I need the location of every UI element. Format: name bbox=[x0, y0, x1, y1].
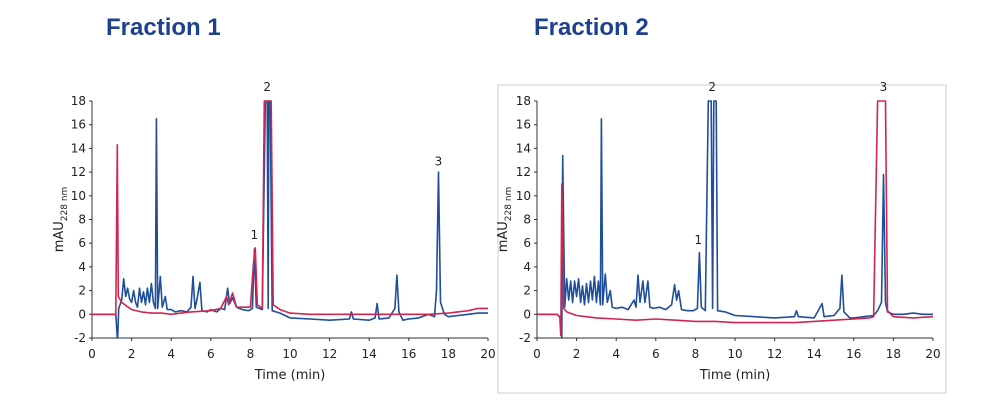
y-tick-label: 4 bbox=[78, 260, 86, 274]
y-axis-label-main: mAU bbox=[496, 221, 511, 252]
y-tick-label: -2 bbox=[74, 331, 86, 345]
x-tick-label: 14 bbox=[807, 347, 822, 361]
x-tick-label: 4 bbox=[167, 347, 175, 361]
x-tick-label: 16 bbox=[846, 347, 861, 361]
y-tick-label: -2 bbox=[519, 331, 531, 345]
series-line-red bbox=[92, 100, 488, 316]
x-tick-label: 16 bbox=[401, 347, 416, 361]
y-tick-label: 16 bbox=[71, 118, 86, 132]
y-tick-label: 8 bbox=[523, 213, 531, 227]
peak-label: 1 bbox=[251, 228, 259, 242]
x-tick-label: 18 bbox=[441, 347, 456, 361]
x-tick-label: 20 bbox=[480, 347, 495, 361]
x-axis-label: Time (min) bbox=[254, 368, 326, 383]
x-tick-label: 6 bbox=[207, 347, 215, 361]
y-tick-label: 8 bbox=[78, 213, 86, 227]
x-tick-label: 8 bbox=[247, 347, 255, 361]
series-line-blue bbox=[537, 100, 933, 339]
peak-label: 3 bbox=[880, 80, 888, 94]
x-tick-label: 10 bbox=[282, 347, 297, 361]
x-axis-label: Time (min) bbox=[699, 368, 771, 383]
y-tick-label: 0 bbox=[78, 307, 86, 321]
y-tick-label: 18 bbox=[516, 94, 531, 108]
x-tick-label: 20 bbox=[925, 347, 940, 361]
y-axis-label-main: mAU bbox=[52, 221, 67, 252]
x-tick-label: 14 bbox=[362, 347, 377, 361]
y-tick-label: 14 bbox=[71, 141, 86, 155]
y-axis-label: mAU228 nm bbox=[496, 187, 514, 253]
x-tick-label: 2 bbox=[573, 347, 581, 361]
y-axis-label-subscript: 228 nm bbox=[60, 187, 70, 222]
x-tick-label: 18 bbox=[886, 347, 901, 361]
y-tick-label: 16 bbox=[516, 118, 531, 132]
x-tick-label: 2 bbox=[128, 347, 136, 361]
y-tick-label: 10 bbox=[516, 189, 531, 203]
x-tick-label: 6 bbox=[652, 347, 660, 361]
panel-title-fraction-2: Fraction 2 bbox=[534, 14, 649, 41]
x-tick-label: 12 bbox=[322, 347, 337, 361]
x-tick-label: 10 bbox=[727, 347, 742, 361]
y-tick-label: 6 bbox=[78, 236, 86, 250]
peak-label: 2 bbox=[263, 80, 271, 94]
panel-2-frame bbox=[497, 84, 947, 394]
series-line-red bbox=[537, 100, 934, 337]
y-tick-label: 14 bbox=[516, 141, 531, 155]
y-tick-label: 2 bbox=[523, 284, 531, 298]
y-axis-label: mAU228 nm bbox=[52, 187, 70, 253]
x-tick-label: 8 bbox=[692, 347, 700, 361]
x-tick-label: 0 bbox=[88, 347, 96, 361]
y-tick-label: 12 bbox=[71, 165, 86, 179]
x-tick-label: 12 bbox=[767, 347, 782, 361]
y-tick-label: 4 bbox=[523, 260, 531, 274]
y-tick-label: 12 bbox=[516, 165, 531, 179]
peak-label: 1 bbox=[695, 233, 703, 247]
series-line-blue bbox=[92, 100, 488, 339]
y-tick-label: 0 bbox=[523, 307, 531, 321]
y-axis-label-subscript: 228 nm bbox=[504, 187, 514, 222]
x-tick-label: 0 bbox=[533, 347, 541, 361]
panel-title-fraction-1: Fraction 1 bbox=[106, 14, 221, 41]
peak-label: 2 bbox=[708, 80, 716, 94]
peak-label: 3 bbox=[435, 155, 443, 169]
y-tick-label: 10 bbox=[71, 189, 86, 203]
x-tick-label: 4 bbox=[612, 347, 620, 361]
y-tick-label: 18 bbox=[71, 94, 86, 108]
y-tick-label: 6 bbox=[523, 236, 531, 250]
y-tick-label: 2 bbox=[78, 284, 86, 298]
